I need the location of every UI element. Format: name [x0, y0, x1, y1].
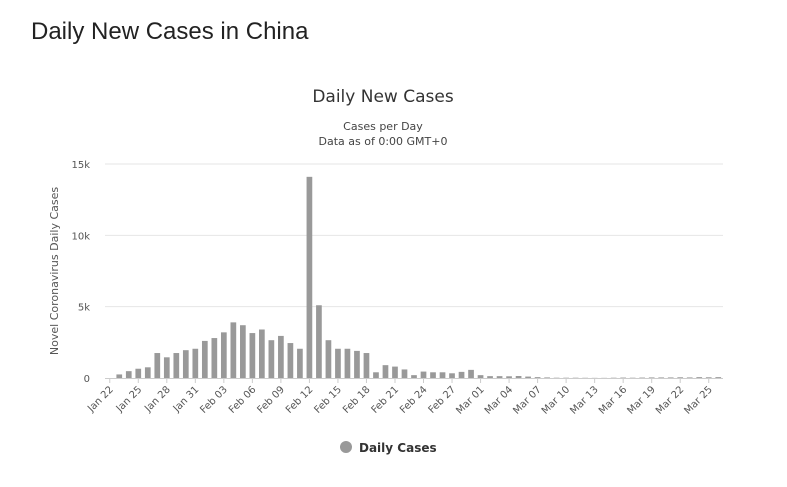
bar[interactable] — [468, 369, 474, 378]
bar[interactable] — [515, 376, 522, 378]
bar[interactable] — [506, 376, 512, 378]
bar[interactable] — [125, 371, 132, 378]
bar[interactable] — [297, 348, 303, 378]
legend-marker — [340, 441, 352, 453]
x-tick-label: Mar 25 — [682, 384, 714, 416]
bar[interactable] — [686, 377, 693, 378]
y-axis-ticks: 0 5k 10k 15k — [71, 160, 90, 385]
bar[interactable] — [306, 176, 313, 378]
bar[interactable] — [144, 367, 151, 378]
bar[interactable] — [449, 373, 455, 378]
bar[interactable] — [249, 333, 256, 378]
bar[interactable] — [163, 357, 170, 378]
bar[interactable] — [487, 376, 493, 378]
bar[interactable] — [240, 325, 246, 378]
bar[interactable] — [259, 329, 265, 378]
bar[interactable] — [373, 372, 379, 378]
bar[interactable] — [401, 369, 408, 378]
chart-subtitle-line-1: Cases per Day — [343, 120, 423, 133]
bar[interactable] — [648, 377, 655, 378]
x-tick-label: Mar 07 — [511, 384, 543, 416]
bar[interactable] — [430, 372, 436, 378]
bar[interactable] — [201, 340, 208, 378]
y-axis-label: Novel Coronavirus Daily Cases — [48, 187, 61, 355]
x-tick-label: Jan 31 — [171, 384, 202, 415]
bar[interactable] — [411, 375, 417, 378]
bar[interactable] — [344, 348, 351, 378]
x-tick-label: Feb 03 — [198, 384, 230, 416]
bar[interactable] — [192, 348, 199, 378]
bars — [116, 176, 722, 378]
bar[interactable] — [363, 353, 370, 378]
bar[interactable] — [116, 374, 123, 378]
bar[interactable] — [677, 377, 684, 378]
x-tick-label: Jan 25 — [114, 384, 145, 415]
page-title: Daily New Cases in China — [31, 18, 309, 45]
legend[interactable]: Daily Cases — [340, 441, 437, 455]
gridlines — [105, 163, 723, 308]
bar[interactable] — [439, 372, 446, 378]
bar[interactable] — [354, 350, 360, 378]
bar[interactable] — [173, 353, 180, 378]
bar[interactable] — [287, 343, 294, 378]
x-tick-label: Jan 28 — [142, 384, 173, 415]
bar[interactable] — [534, 377, 541, 378]
bar[interactable] — [230, 322, 237, 378]
bar[interactable] — [135, 368, 142, 378]
x-tick-label: Jan 22 — [85, 384, 116, 415]
x-tick-label: Feb 27 — [427, 384, 459, 416]
x-tick-label: Feb 18 — [341, 384, 373, 416]
bar[interactable] — [544, 377, 550, 378]
x-tick-label: Mar 13 — [568, 384, 600, 416]
bar[interactable] — [496, 376, 503, 378]
x-tick-label: Feb 12 — [284, 384, 316, 416]
bar[interactable] — [335, 348, 341, 378]
x-tick-label: Mar 01 — [454, 384, 486, 416]
bar[interactable] — [325, 340, 332, 378]
y-tick-label: 5k — [78, 303, 90, 314]
legend-label: Daily Cases — [359, 441, 437, 455]
bar[interactable] — [268, 340, 275, 378]
bar[interactable] — [316, 305, 322, 378]
y-tick-label: 15k — [71, 160, 90, 171]
x-tick-label: Feb 24 — [398, 384, 430, 416]
bar[interactable] — [525, 376, 531, 378]
bar[interactable] — [458, 371, 465, 378]
x-tick-label: Feb 21 — [370, 384, 402, 416]
bar[interactable] — [182, 350, 189, 378]
bar[interactable] — [278, 335, 284, 378]
x-tick-label: Mar 04 — [483, 384, 515, 416]
x-tick-label: Mar 22 — [654, 384, 686, 416]
x-tick-label: Mar 16 — [597, 384, 629, 416]
bar[interactable] — [667, 377, 674, 378]
bar[interactable] — [477, 375, 484, 378]
bar[interactable] — [658, 377, 665, 378]
y-tick-label: 10k — [71, 231, 90, 242]
x-tick-label: Mar 10 — [540, 384, 572, 416]
bar[interactable] — [154, 353, 161, 378]
bar[interactable] — [211, 338, 218, 378]
chart-title: Daily New Cases — [312, 87, 454, 107]
bar[interactable] — [715, 377, 722, 378]
chart-subtitle-line-2: Data as of 0:00 GMT+0 — [319, 135, 448, 148]
bar[interactable] — [696, 377, 703, 378]
x-tick-label: Feb 15 — [312, 384, 344, 416]
bar[interactable] — [420, 371, 427, 378]
x-tick-label: Feb 06 — [227, 384, 259, 416]
x-tick-label: Mar 19 — [625, 384, 657, 416]
y-tick-label: 0 — [84, 374, 90, 385]
bar[interactable] — [705, 377, 712, 378]
bar[interactable] — [392, 366, 398, 378]
bar[interactable] — [220, 332, 227, 378]
x-tick-label: Feb 09 — [255, 384, 287, 416]
bar[interactable] — [382, 365, 389, 378]
